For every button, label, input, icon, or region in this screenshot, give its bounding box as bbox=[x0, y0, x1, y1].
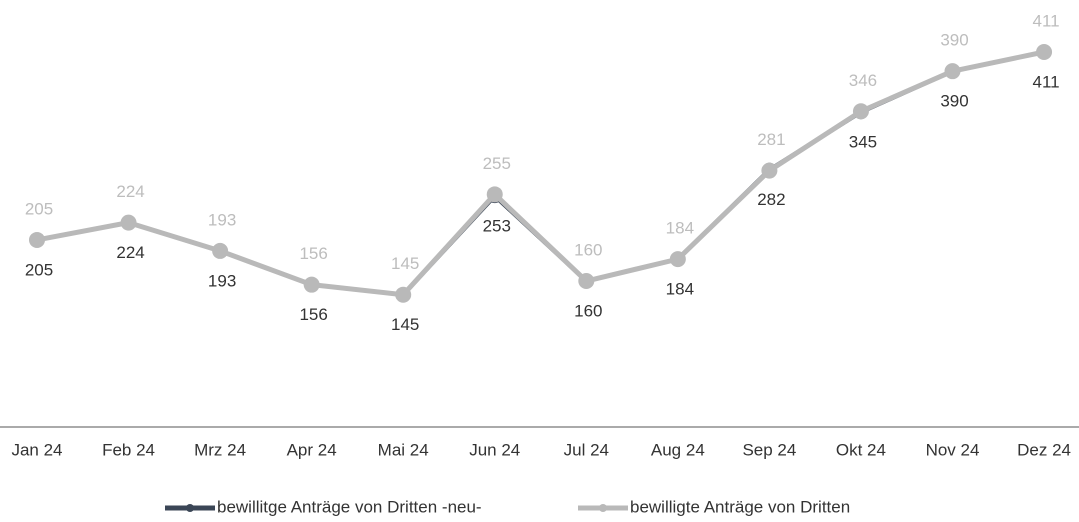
data-label: 184 bbox=[666, 280, 694, 299]
x-tick-label: Jan 24 bbox=[11, 440, 62, 459]
marker bbox=[395, 286, 412, 303]
marker bbox=[212, 242, 229, 259]
marker bbox=[303, 276, 320, 293]
data-label: 224 bbox=[116, 182, 144, 201]
data-label: 253 bbox=[483, 217, 511, 236]
legend-label: bewilligte Anträge von Dritten bbox=[630, 497, 850, 516]
x-tick-label: Apr 24 bbox=[287, 440, 337, 459]
series-line bbox=[36, 49, 1045, 298]
legend-label: bewillitge Anträge von Dritten -neu- bbox=[217, 497, 482, 516]
x-tick-label: Dez 24 bbox=[1017, 440, 1071, 459]
marker bbox=[120, 214, 137, 231]
data-label: 156 bbox=[299, 244, 327, 263]
x-tick-label: Mrz 24 bbox=[194, 440, 246, 459]
marker bbox=[486, 186, 503, 203]
data-label: 205 bbox=[25, 199, 53, 218]
x-tick-label: Mai 24 bbox=[378, 440, 429, 459]
data-label: 411 bbox=[1032, 11, 1059, 30]
marker bbox=[1036, 44, 1053, 61]
data-label: 224 bbox=[116, 243, 144, 262]
data-label: 390 bbox=[940, 92, 968, 111]
data-label: 160 bbox=[574, 241, 602, 260]
x-tick-label: Okt 24 bbox=[836, 440, 886, 459]
data-label: 145 bbox=[391, 315, 419, 334]
marker bbox=[669, 251, 686, 268]
marker bbox=[852, 103, 869, 120]
data-label: 156 bbox=[299, 305, 327, 324]
x-tick-label: Jun 24 bbox=[469, 440, 520, 459]
data-label: 255 bbox=[483, 154, 511, 173]
x-tick-label: Nov 24 bbox=[926, 440, 980, 459]
data-label: 411 bbox=[1032, 72, 1059, 91]
x-tick-label: Jul 24 bbox=[564, 440, 609, 459]
legend-marker bbox=[186, 504, 194, 512]
data-label: 145 bbox=[391, 254, 419, 273]
data-label: 160 bbox=[574, 302, 602, 321]
marker bbox=[761, 162, 778, 179]
data-label: 282 bbox=[757, 190, 785, 209]
data-label: 345 bbox=[849, 133, 877, 152]
data-label: 193 bbox=[208, 210, 236, 229]
data-label: 205 bbox=[25, 260, 53, 279]
data-label: 390 bbox=[940, 31, 968, 50]
x-tick-label: Aug 24 bbox=[651, 440, 705, 459]
data-label: 193 bbox=[208, 271, 236, 290]
marker bbox=[29, 231, 45, 248]
marker bbox=[578, 273, 595, 290]
data-label: 346 bbox=[849, 71, 877, 90]
data-label: 281 bbox=[757, 130, 785, 149]
x-tick-label: Sep 24 bbox=[742, 440, 796, 459]
x-tick-label: Feb 24 bbox=[102, 440, 155, 459]
marker bbox=[944, 63, 961, 80]
legend-marker bbox=[599, 504, 607, 512]
series-line bbox=[36, 50, 1045, 297]
data-label: 184 bbox=[666, 219, 694, 238]
